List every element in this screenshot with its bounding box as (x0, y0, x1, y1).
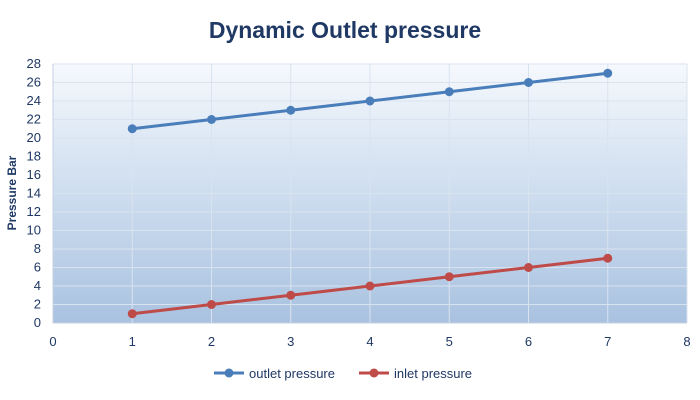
legend-inlet-pressure-marker (369, 368, 379, 378)
inlet-pressure-point (603, 253, 613, 263)
outlet-pressure-point (444, 87, 454, 97)
y-tick-label: 16 (27, 167, 41, 182)
x-tick-label: 5 (446, 334, 453, 349)
outlet-pressure-point (524, 78, 533, 87)
y-tick-label: 20 (27, 130, 41, 145)
y-tick-label: 24 (27, 93, 41, 108)
legend-outlet-pressure-label: outlet pressure (249, 366, 335, 381)
legend-outlet-pressure-marker (224, 368, 234, 378)
y-tick-label: 26 (27, 75, 41, 90)
y-tick-label: 2 (34, 297, 41, 312)
outlet-pressure-point (603, 68, 613, 78)
outlet-pressure-point (207, 115, 216, 124)
outlet-pressure-point (127, 124, 137, 134)
x-tick-label: 6 (525, 334, 532, 349)
y-tick-label: 6 (34, 260, 41, 275)
outlet-pressure-point (286, 105, 296, 115)
y-tick-label: 18 (27, 149, 41, 164)
x-tick-label: 2 (208, 334, 215, 349)
x-tick-label: 7 (604, 334, 611, 349)
y-tick-label: 22 (27, 112, 41, 127)
x-tick-label: 1 (129, 334, 136, 349)
y-tick-label: 8 (34, 241, 41, 256)
y-tick-label: 14 (27, 186, 41, 201)
x-tick-label: 3 (287, 334, 294, 349)
y-tick-label: 10 (27, 223, 41, 238)
x-tick-label: 8 (683, 334, 690, 349)
inlet-pressure-point (365, 281, 375, 291)
y-axis-label: Pressure Bar (5, 155, 19, 230)
inlet-pressure-point (286, 290, 296, 300)
series-group (127, 68, 613, 319)
inlet-pressure-point (127, 309, 137, 319)
x-tick-label: 4 (366, 334, 373, 349)
x-tick-label: 0 (49, 334, 56, 349)
legend: outlet pressure inlet pressure (214, 366, 472, 381)
y-tick-label: 4 (34, 278, 41, 293)
y-tick-label: 28 (27, 56, 41, 71)
outlet-pressure-point (365, 96, 375, 106)
gridlines (53, 63, 688, 323)
y-tick-label: 0 (34, 315, 41, 330)
y-tick-label: 12 (27, 204, 41, 219)
legend-inlet-pressure-label: inlet pressure (394, 366, 472, 381)
chart-title: Dynamic Outlet pressure (209, 17, 481, 43)
inlet-pressure-point (524, 263, 533, 272)
inlet-pressure-point (207, 300, 216, 309)
inlet-pressure-point (444, 272, 454, 282)
